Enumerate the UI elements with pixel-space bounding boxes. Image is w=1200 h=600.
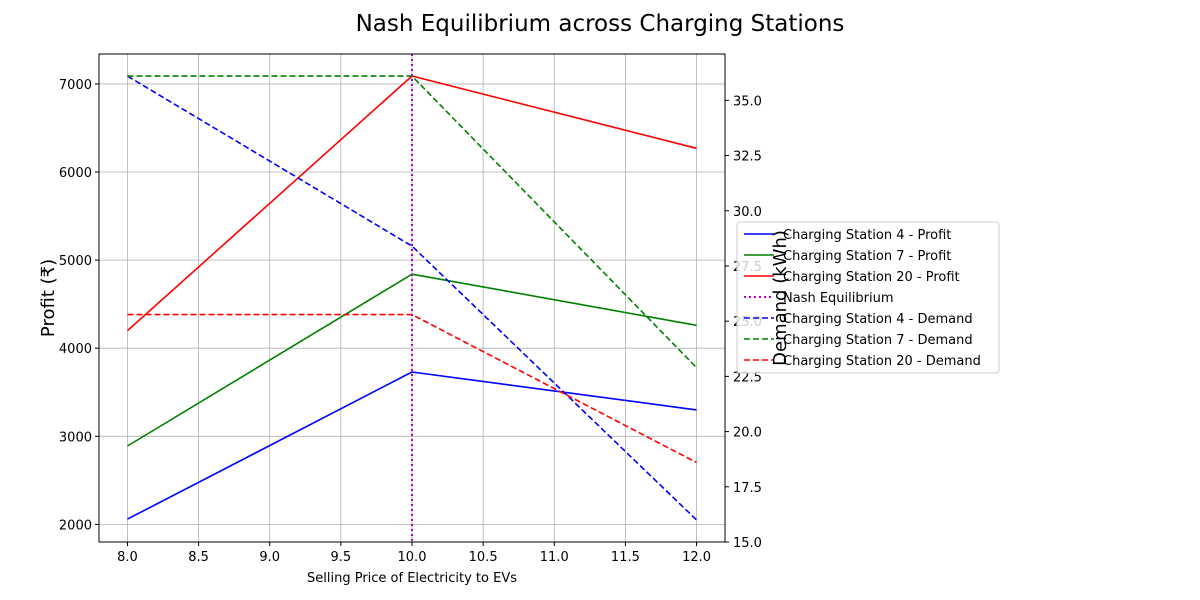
series-lines xyxy=(126,54,698,542)
legend-item-label: Charging Station 4 - Profit xyxy=(783,228,951,243)
series-line-charging-station-4-profit xyxy=(127,371,697,520)
y-tick-label: 5000 xyxy=(59,254,92,269)
legend: Charging Station 4 - Profit Charging Stat… xyxy=(736,221,1000,374)
y-tick-label: 3000 xyxy=(59,430,92,445)
y2-tick-label: 22.5 xyxy=(733,370,762,385)
series-line-charging-station-4-demand xyxy=(127,75,698,521)
x-tick-label: 9.5 xyxy=(331,550,352,565)
x-tick-label: 10.0 xyxy=(398,550,427,565)
y-ticks: 2000 3000 4000 5000 6000 7000 xyxy=(59,78,99,533)
y-tick-label: 2000 xyxy=(59,518,92,533)
legend-item-label: Charging Station 7 - Profit xyxy=(783,249,951,264)
x-tick-label: 11.0 xyxy=(540,550,569,565)
y-tick-label: 6000 xyxy=(59,166,92,181)
legend-item-label: Charging Station 4 - Demand xyxy=(783,312,973,327)
x-ticks: 8.0 8.5 9.0 9.5 10.0 10.5 11.0 11.5 12.0 xyxy=(117,542,711,565)
series-line-charging-station-7-demand xyxy=(127,75,698,369)
x-axis-label: Selling Price of Electricity to EVs xyxy=(307,571,517,586)
y-tick-label: 7000 xyxy=(59,78,92,93)
legend-box xyxy=(736,221,1000,374)
x-tick-label: 8.0 xyxy=(117,550,138,565)
y2-tick-label: 32.5 xyxy=(733,150,762,165)
y2-tick-label: 20.0 xyxy=(733,426,762,441)
y2-axis-label: Demand (kWh) xyxy=(770,230,791,366)
chart-title: Nash Equilibrium across Charging Station… xyxy=(356,11,845,37)
y2-tick-label: 15.0 xyxy=(733,536,762,551)
y2-tick-label: 35.0 xyxy=(733,94,762,109)
x-tick-label: 12.0 xyxy=(682,550,711,565)
legend-item-label: Charging Station 20 - Profit xyxy=(783,270,960,285)
legend-item-label: Charging Station 7 - Demand xyxy=(783,333,973,348)
x-tick-label: 11.5 xyxy=(611,550,640,565)
y2-tick-label: 30.0 xyxy=(733,205,762,220)
x-tick-label: 10.5 xyxy=(469,550,498,565)
legend-item-label: Nash Equilibrium xyxy=(783,291,894,306)
x-tick-label: 8.5 xyxy=(188,550,209,565)
x-tick-label: 9.0 xyxy=(259,550,280,565)
y-tick-label: 4000 xyxy=(59,342,92,357)
y-axis-label: Profit (₹) xyxy=(38,259,59,337)
y2-tick-label: 17.5 xyxy=(733,481,762,496)
legend-item-label: Charging Station 20 - Demand xyxy=(783,354,981,369)
